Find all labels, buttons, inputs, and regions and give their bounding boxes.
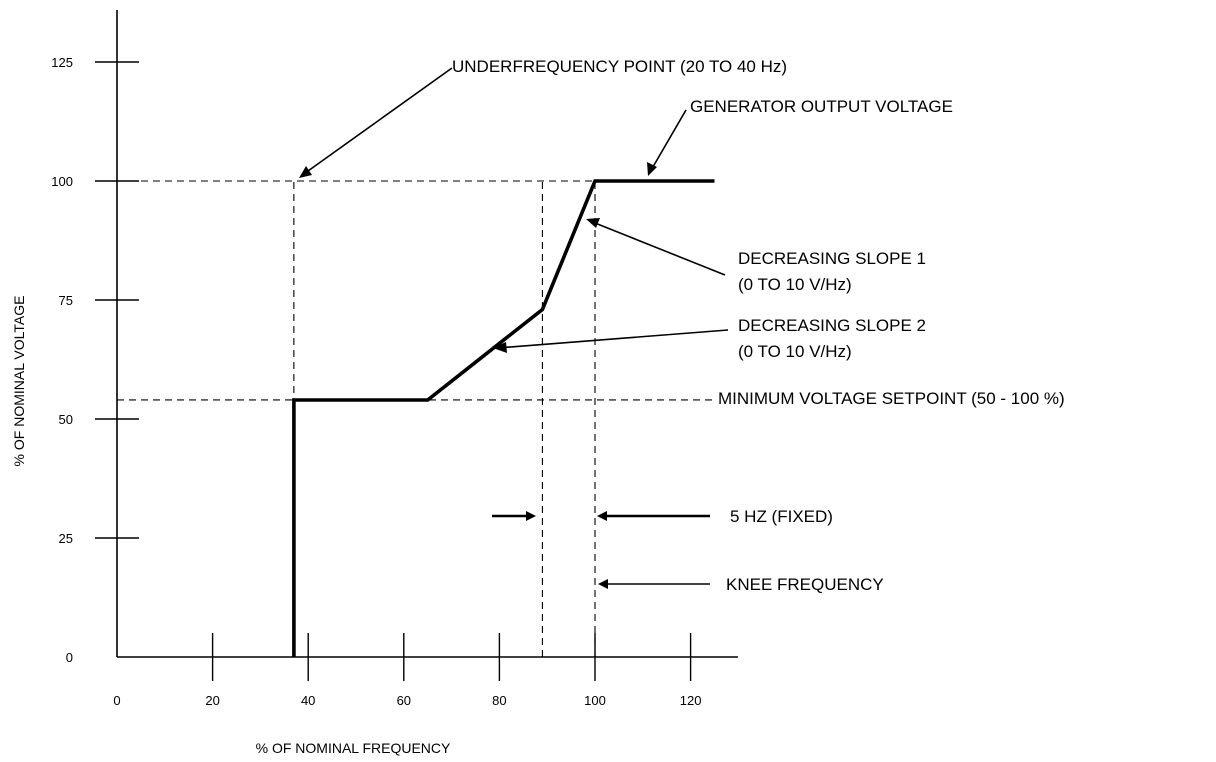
slope2-arrowhead — [493, 342, 507, 353]
x-tick-label: 120 — [680, 693, 702, 708]
x-tick-label: 20 — [205, 693, 219, 708]
underfrequency-arrowhead — [299, 166, 312, 178]
y-tick-label: 125 — [51, 55, 73, 70]
underfrequency-point-label: UNDERFREQUENCY POINT (20 TO 40 Hz) — [452, 57, 787, 76]
y-axis-title: % OF NOMINAL VOLTAGE — [11, 296, 27, 467]
slope2-leader — [496, 329, 729, 349]
slope1-title-label: DECREASING SLOPE 1 — [738, 249, 926, 268]
generator-voltage-curve — [292, 179, 715, 657]
min-voltage-setpoint-label: MINIMUM VOLTAGE SETPOINT (50 - 100 %) — [718, 389, 1065, 408]
reference-lines — [117, 180, 712, 657]
slope1-arrowhead — [586, 218, 600, 228]
annotation-leaders — [299, 67, 729, 589]
knee-frequency-label: KNEE FREQUENCY — [726, 575, 884, 594]
axes — [116, 10, 738, 658]
x-tick-label: 40 — [301, 693, 315, 708]
annotations: UNDERFREQUENCY POINT (20 TO 40 Hz) GENER… — [452, 57, 1065, 594]
slope1-leader — [589, 220, 726, 276]
x-tick-label: 60 — [397, 693, 411, 708]
y-tick-label: 25 — [59, 531, 73, 546]
generator-output-voltage-label: GENERATOR OUTPUT VOLTAGE — [690, 97, 953, 116]
x-tick-label: 0 — [113, 693, 120, 708]
x-axis-title: % OF NOMINAL FREQUENCY — [256, 740, 451, 756]
slope2-range-label: (0 TO 10 V/Hz) — [738, 342, 852, 361]
series-layer — [292, 179, 715, 657]
slope2-title-label: DECREASING SLOPE 2 — [738, 316, 926, 335]
generator-output-leader — [649, 109, 687, 173]
tick-marks — [95, 61, 692, 681]
y-tick-label: 0 — [66, 650, 73, 665]
five-hz-fixed-label: 5 HZ (FIXED) — [730, 507, 833, 526]
y-tick-label: 50 — [59, 412, 73, 427]
x-tick-label: 80 — [492, 693, 506, 708]
knee-frequency-arrowhead — [598, 579, 608, 589]
y-tick-label: 100 — [51, 174, 73, 189]
y-tick-label: 75 — [59, 293, 73, 308]
x-tick-label: 100 — [584, 693, 606, 708]
five-hz-right-arrowhead — [597, 511, 607, 521]
generator-output-arrowhead — [647, 162, 657, 176]
underfrequency-leader — [300, 67, 453, 177]
slope1-range-label: (0 TO 10 V/Hz) — [738, 275, 852, 294]
five-hz-left-arrowhead — [526, 511, 536, 521]
tick-labels: 0 20 40 60 80 100 120 0 25 50 75 100 125 — [51, 55, 701, 708]
